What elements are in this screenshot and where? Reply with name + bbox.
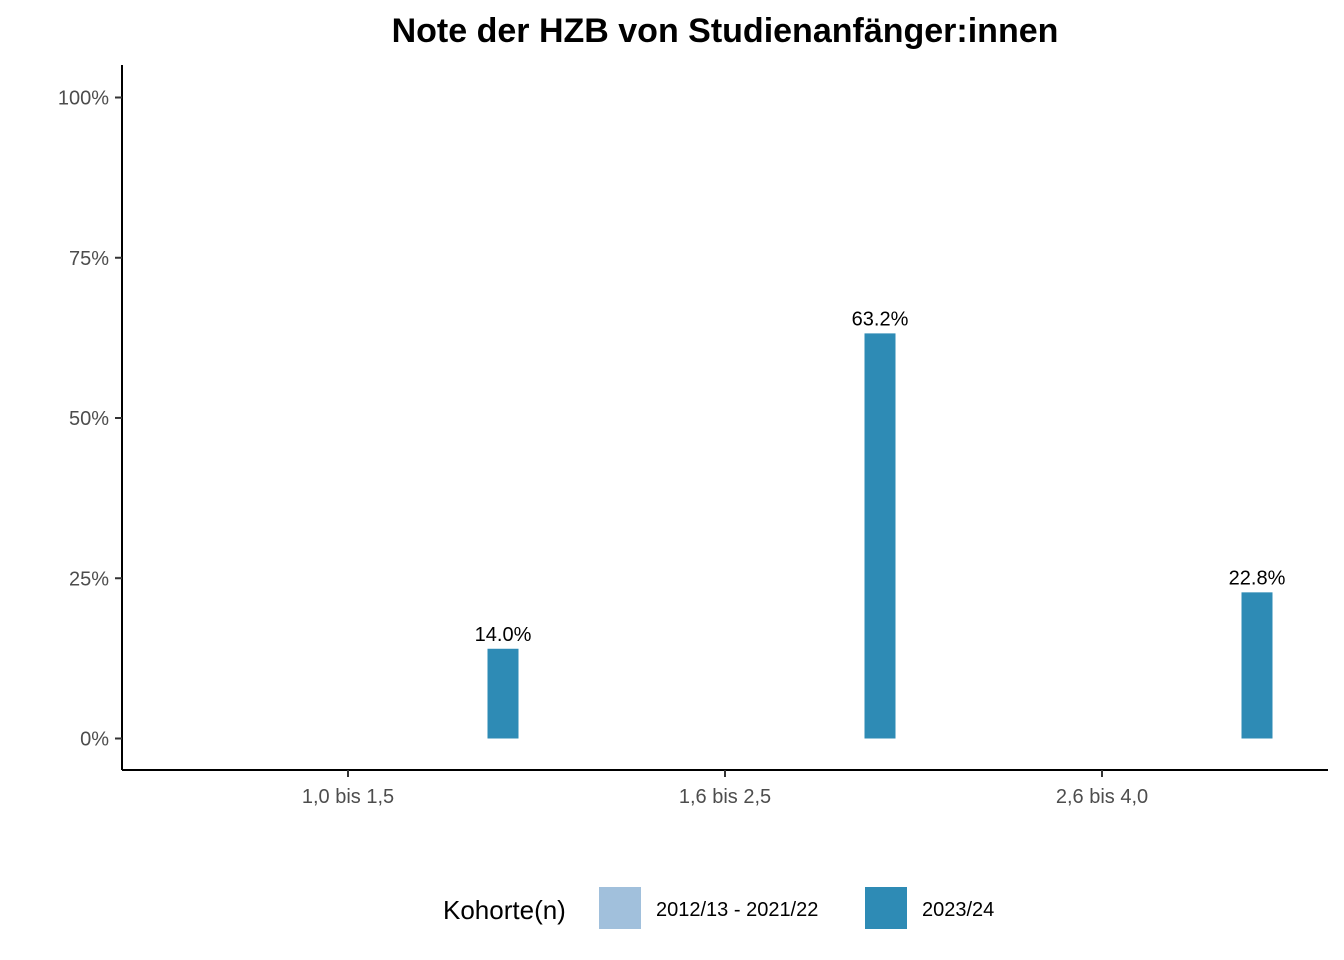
bar: [1241, 592, 1273, 739]
legend-title: Kohorte(n): [443, 895, 566, 925]
legend-swatch-series-2: [865, 887, 907, 929]
legend-label-series-1: 2012/13 - 2021/22: [656, 899, 818, 921]
chart-title: Note der HZB von Studienanfänger:innen: [392, 12, 1059, 50]
y-tick-label: 75%: [69, 248, 109, 270]
y-tick-label: 50%: [69, 408, 109, 430]
x-tick-label: 1,0 bis 1,5: [302, 786, 394, 808]
bar-value-label: 14.0%: [475, 624, 532, 646]
y-tick-label: 0%: [80, 729, 109, 751]
bar: [487, 648, 519, 739]
bar-value-label: 22.8%: [1229, 567, 1286, 589]
x-tick-label: 2,6 bis 4,0: [1056, 786, 1148, 808]
bar-value-label: 63.2%: [852, 308, 909, 330]
y-tick-label: 25%: [69, 568, 109, 590]
bar-labels: 14.0% 63.2% 22.8%: [475, 308, 1286, 645]
legend: Kohorte(n) 2012/13 - 2021/22 2023/24: [443, 887, 994, 929]
bar: [864, 333, 896, 739]
x-tick-label: 1,6 bis 2,5: [679, 786, 771, 808]
y-axis: 0% 25% 50% 75% 100%: [58, 65, 123, 770]
y-tick-label: 100%: [58, 88, 109, 110]
x-axis: 1,0 bis 1,5 1,6 bis 2,5 2,6 bis 4,0: [122, 769, 1328, 808]
legend-label-series-2: 2023/24: [922, 899, 994, 921]
legend-swatch-series-1: [599, 887, 641, 929]
bars: [487, 333, 1273, 739]
